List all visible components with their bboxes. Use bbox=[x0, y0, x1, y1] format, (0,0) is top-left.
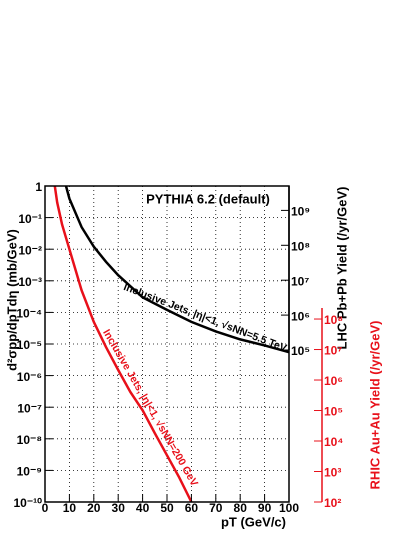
x-tick-label: 80 bbox=[234, 501, 248, 515]
y-tick-label: 10⁻⁵ bbox=[17, 338, 42, 352]
y3-axis-label: RHIC Au+Au Yield (/yr/GeV) bbox=[367, 321, 382, 490]
y3-tick-label: 10⁴ bbox=[324, 435, 343, 449]
y2-tick-label: 10⁸ bbox=[291, 239, 310, 253]
y3-tick-label: 10⁸ bbox=[324, 313, 343, 327]
y3-tick-label: 10⁵ bbox=[324, 405, 343, 419]
x-tick-label: 90 bbox=[258, 501, 272, 515]
y3-tick-label: 10² bbox=[324, 496, 341, 510]
y2-tick-label: 10⁷ bbox=[291, 274, 309, 288]
y-tick-label: 10⁻¹⁰ bbox=[14, 496, 43, 510]
series-line bbox=[53, 185, 193, 503]
x-tick-label: 50 bbox=[160, 501, 174, 515]
y3-tick-label: 10⁷ bbox=[324, 344, 342, 358]
grid bbox=[44, 185, 290, 503]
y-tick-label: 10⁻⁶ bbox=[17, 370, 42, 384]
y-tick-label: 10⁻⁷ bbox=[17, 401, 42, 415]
y2-tick-label: 10⁵ bbox=[291, 344, 310, 358]
y-tick-label: 10⁻⁸ bbox=[17, 433, 42, 447]
y-tick-label: 10⁻¹ bbox=[18, 212, 42, 226]
series-line bbox=[64, 185, 290, 354]
y-axis-label: d²σpp/dpTdη (mb/GeV) bbox=[4, 229, 19, 371]
x-tick-label: 0 bbox=[42, 501, 49, 515]
y2-tick-label: 10⁶ bbox=[291, 309, 310, 323]
y3-tick-label: 10⁶ bbox=[324, 374, 343, 388]
marks bbox=[53, 185, 290, 503]
x-tick-label: 10 bbox=[63, 501, 77, 515]
y-tick-label: 1 bbox=[35, 180, 42, 194]
x-tick-label: 20 bbox=[87, 501, 101, 515]
x-tick-label: 100 bbox=[279, 501, 299, 515]
y2-axis-label: LHC Pb+Pb Yield (/yr/GeV) bbox=[334, 187, 349, 350]
x-tick-label: 30 bbox=[112, 501, 126, 515]
y-tick-label: 10⁻² bbox=[18, 243, 42, 257]
y-tick-label: 10⁻⁴ bbox=[16, 307, 42, 321]
chart-title: PYTHIA 6.2 (default) bbox=[146, 191, 270, 206]
y-tick-label: 10⁻³ bbox=[18, 275, 42, 289]
x-tick-label: 70 bbox=[209, 501, 223, 515]
y2-tick-label: 10⁹ bbox=[291, 205, 310, 219]
x-axis-label: pT (GeV/c) bbox=[221, 514, 286, 529]
x-tick-label: 60 bbox=[185, 501, 199, 515]
y-tick-label: 10⁻⁹ bbox=[17, 465, 42, 479]
y3-tick-label: 10³ bbox=[324, 466, 341, 480]
x-tick-label: 40 bbox=[136, 501, 150, 515]
